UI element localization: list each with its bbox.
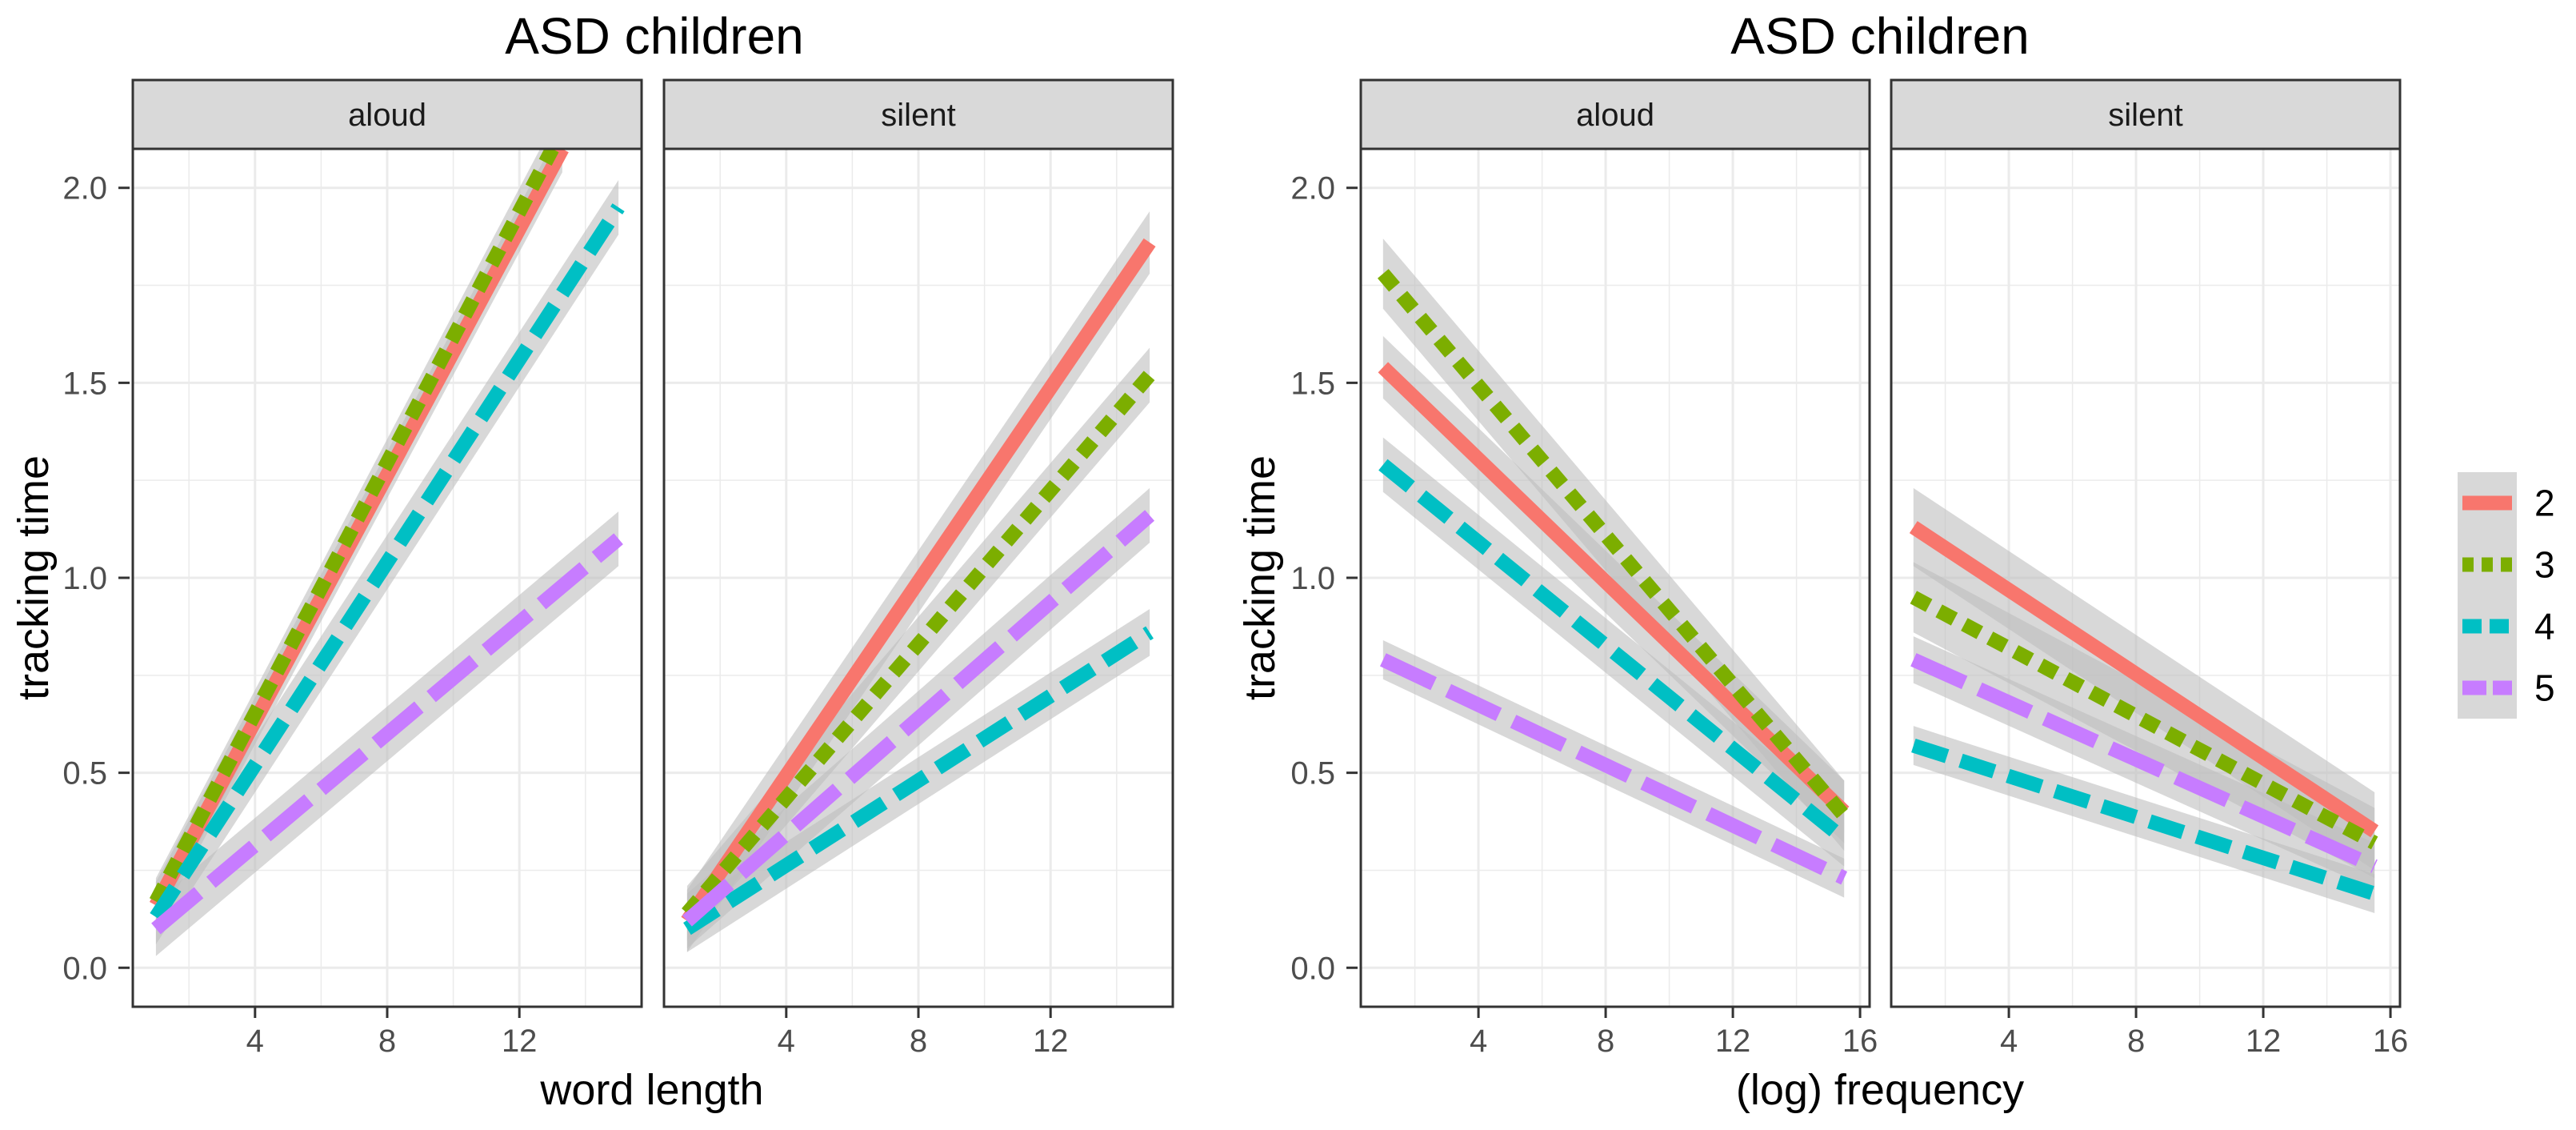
chart-word-length: ASD children word length tracking time 0…	[10, 7, 1173, 1114]
y-tick-label: 1.0	[62, 561, 107, 596]
y-tick-label: 1.5	[1290, 366, 1335, 401]
x-tick-label: 8	[1597, 1024, 1614, 1059]
y-axis-label: tracking time	[10, 455, 58, 700]
x-axis-ticks: 4 8 12 16	[2000, 1007, 2408, 1059]
y-tick-label: 0.5	[1290, 756, 1335, 791]
x-tick-label: 4	[246, 1024, 264, 1059]
x-tick-label: 4	[778, 1024, 795, 1059]
x-tick-label: 16	[2373, 1024, 2409, 1059]
figure: ASD children word length tracking time 0…	[0, 0, 2576, 1130]
facet-aloud: aloud 4 8 12	[133, 80, 642, 1059]
facet-aloud: aloud 4 8 12 16	[1361, 80, 1878, 1059]
x-tick-label: 12	[1715, 1024, 1751, 1059]
y-tick-label: 0.0	[62, 951, 107, 986]
y-tick-label: 0.5	[62, 756, 107, 791]
x-tick-label: 12	[1033, 1024, 1069, 1059]
y-axis-ticks: 0.0 0.5 1.0 1.5 2.0	[1290, 171, 1358, 987]
legend-label: 3	[2534, 544, 2555, 586]
legend-item-5: 5	[2458, 657, 2555, 719]
y-axis-label: tracking time	[1236, 455, 1284, 700]
strip-label: aloud	[348, 98, 426, 133]
y-tick-label: 1.0	[1290, 561, 1335, 596]
x-axis-ticks: 4 8 12	[778, 1007, 1069, 1059]
y-tick-label: 1.5	[62, 366, 107, 401]
x-axis-ticks: 4 8 12	[246, 1007, 538, 1059]
facet-silent: silent 4 8 12	[664, 80, 1173, 1059]
legend: 2 3 4 5	[2458, 472, 2555, 719]
x-axis-label: word length	[539, 1066, 763, 1114]
legend-item-2: 2	[2458, 472, 2555, 534]
x-tick-label: 8	[2127, 1024, 2145, 1059]
chart-title: ASD children	[505, 7, 804, 65]
x-tick-label: 4	[2000, 1024, 2018, 1059]
x-tick-label: 12	[2246, 1024, 2282, 1059]
y-tick-label: 2.0	[62, 171, 107, 206]
strip-label: silent	[881, 98, 955, 133]
x-tick-label: 8	[378, 1024, 396, 1059]
legend-label: 4	[2534, 606, 2555, 647]
y-tick-label: 0.0	[1290, 951, 1335, 986]
chart-log-frequency: ASD children (log) frequency tracking ti…	[1236, 7, 2408, 1114]
y-tick-label: 2.0	[1290, 171, 1335, 206]
legend-label: 5	[2534, 667, 2555, 709]
x-axis-label: (log) frequency	[1736, 1066, 2024, 1114]
legend-label: 2	[2534, 483, 2555, 524]
confidence-ribbon-4	[1383, 438, 1844, 867]
x-tick-label: 8	[910, 1024, 927, 1059]
legend-item-3: 3	[2458, 534, 2555, 595]
facet-silent: silent 4 8 12 16	[1891, 80, 2408, 1059]
x-tick-label: 16	[1842, 1024, 1878, 1059]
legend-item-4: 4	[2458, 595, 2555, 657]
x-tick-label: 4	[1470, 1024, 1487, 1059]
x-tick-label: 12	[502, 1024, 538, 1059]
strip-label: aloud	[1576, 98, 1654, 133]
y-axis-ticks: 0.0 0.5 1.0 1.5 2.0	[62, 171, 130, 987]
chart-title: ASD children	[1730, 7, 2030, 65]
x-axis-ticks: 4 8 12 16	[1470, 1007, 1878, 1059]
strip-label: silent	[2108, 98, 2182, 133]
